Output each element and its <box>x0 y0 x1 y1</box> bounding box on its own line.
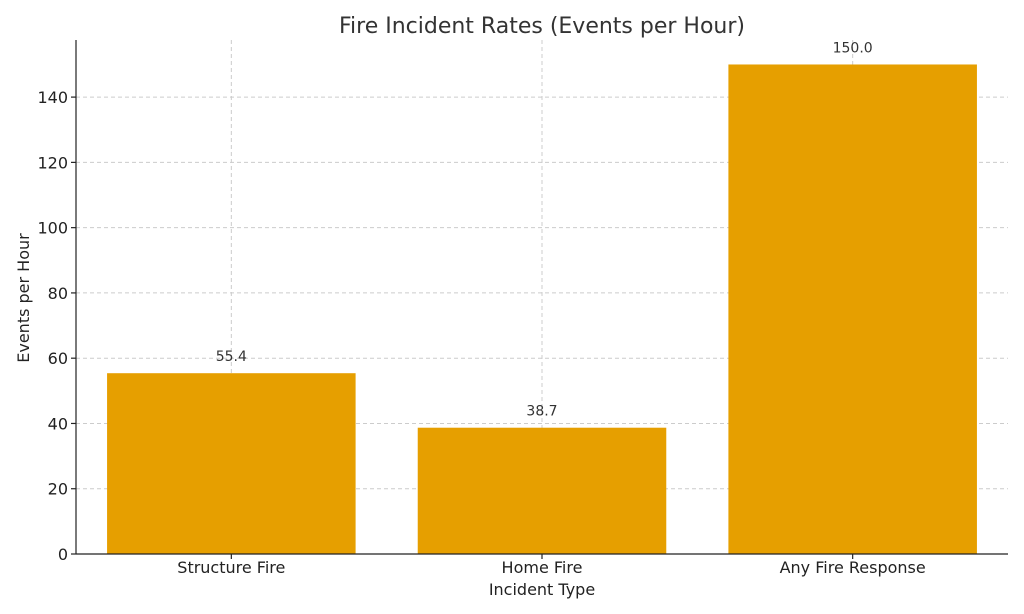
y-tick-label: 40 <box>48 414 68 433</box>
y-tick-label: 100 <box>37 219 68 238</box>
x-axis-title: Incident Type <box>489 580 595 599</box>
x-tick-label: Home Fire <box>502 558 583 577</box>
y-tick-label: 120 <box>37 153 68 172</box>
chart-title: Fire Incident Rates (Events per Hour) <box>339 14 745 39</box>
bar <box>417 427 667 554</box>
x-tick-label: Structure Fire <box>177 558 285 577</box>
y-tick-label: 140 <box>37 88 68 107</box>
bars <box>107 64 977 554</box>
data-label: 55.4 <box>216 349 247 365</box>
y-tick-label: 0 <box>58 545 68 564</box>
y-tick-labels: 0 20 40 60 80 100 120 140 <box>37 88 76 564</box>
x-tick-label: Any Fire Response <box>780 558 926 577</box>
x-tick-labels: Structure Fire Home Fire Any Fire Response <box>177 554 926 577</box>
y-tick-label: 80 <box>48 284 68 303</box>
y-tick-label: 60 <box>48 349 68 368</box>
y-tick-label: 20 <box>48 480 68 499</box>
bar <box>107 373 356 554</box>
y-axis-title: Events per Hour <box>14 233 33 363</box>
bar <box>728 64 977 554</box>
data-label: 150.0 <box>833 40 873 56</box>
data-labels: 55.4 38.7 150.0 <box>216 40 873 419</box>
data-label: 38.7 <box>526 404 557 420</box>
